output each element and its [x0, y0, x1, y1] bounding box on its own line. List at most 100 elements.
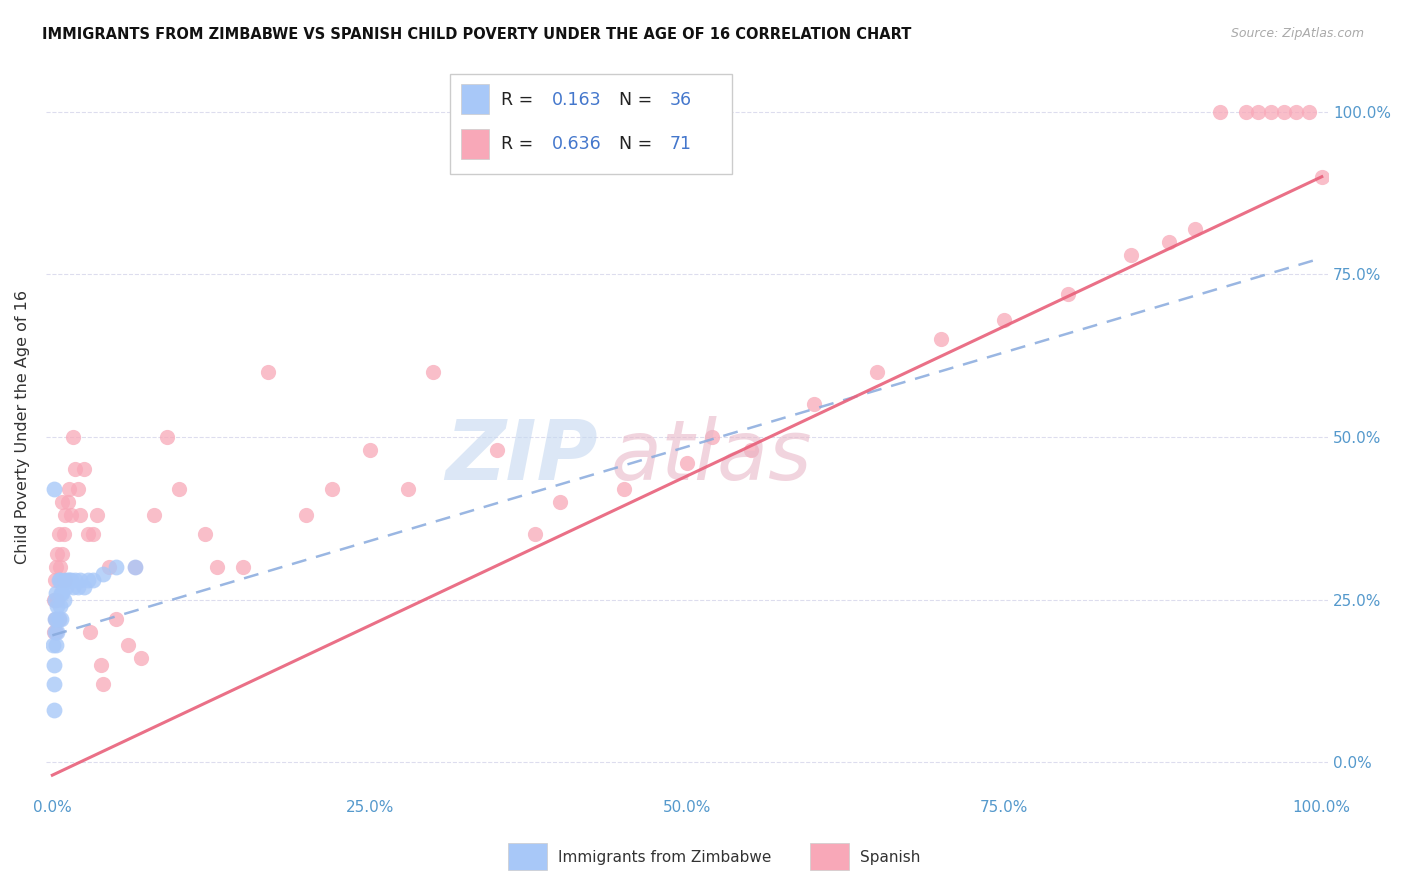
Text: Immigrants from Zimbabwe: Immigrants from Zimbabwe [558, 850, 772, 864]
Point [1298, 104, 1320, 119]
Point [45, 625, 67, 640]
Point [46, 547, 69, 561]
Point [257, 365, 280, 379]
Point [98, 560, 121, 574]
Point [46, 592, 69, 607]
Point [48, 527, 70, 541]
Text: ZIP: ZIP [444, 416, 598, 497]
Point [45, 560, 67, 574]
Point [359, 442, 381, 457]
Point [49, 560, 72, 574]
Point [42, 592, 65, 607]
Text: atlas: atlas [610, 416, 811, 497]
Point [49, 573, 72, 587]
Point [104, 560, 127, 574]
Point [48, 612, 70, 626]
Point [51, 586, 73, 600]
Point [46, 599, 69, 613]
Point [44, 657, 66, 672]
Point [321, 482, 343, 496]
Point [90, 657, 112, 672]
Point [866, 365, 889, 379]
Point [51, 495, 73, 509]
Point [91, 677, 114, 691]
Point [740, 442, 762, 457]
Point [51, 586, 73, 600]
Point [52, 592, 75, 607]
Point [422, 365, 444, 379]
Point [44, 625, 66, 640]
Point [86, 508, 108, 522]
Point [42, 638, 65, 652]
Point [45, 638, 67, 652]
Point [60, 573, 83, 587]
Point [53, 508, 76, 522]
Point [73, 462, 96, 476]
Point [1159, 235, 1181, 249]
Point [69, 508, 91, 522]
Point [48, 612, 70, 626]
Point [82, 573, 104, 587]
Point [63, 462, 86, 476]
Point [523, 527, 546, 541]
Point [45, 586, 67, 600]
Point [232, 560, 254, 574]
Point [485, 442, 508, 457]
Point [63, 573, 86, 587]
Point [104, 612, 127, 626]
Point [79, 625, 101, 640]
Point [42, 482, 65, 496]
Point [42, 625, 65, 640]
Point [53, 573, 76, 587]
Point [1234, 104, 1257, 119]
Point [51, 573, 73, 587]
Point [53, 573, 76, 587]
Point [1247, 104, 1270, 119]
Point [1272, 104, 1295, 119]
Point [1260, 104, 1282, 119]
Point [929, 332, 952, 346]
Point [613, 482, 636, 496]
Point [396, 482, 419, 496]
Point [124, 560, 146, 574]
Point [52, 527, 75, 541]
Point [76, 527, 98, 541]
Point [66, 482, 89, 496]
Text: Source: ZipAtlas.com: Source: ZipAtlas.com [1230, 27, 1364, 40]
Point [49, 599, 72, 613]
Point [803, 397, 825, 411]
Point [207, 560, 229, 574]
Point [60, 508, 83, 522]
Point [117, 638, 139, 652]
Y-axis label: Child Poverty Under the Age of 16: Child Poverty Under the Age of 16 [15, 290, 30, 564]
Point [56, 573, 79, 587]
Point [48, 573, 70, 587]
Point [1310, 169, 1333, 184]
Point [1121, 248, 1143, 262]
Point [69, 573, 91, 587]
Point [46, 625, 69, 640]
Point [676, 456, 699, 470]
Point [993, 313, 1015, 327]
Point [62, 580, 84, 594]
Point [51, 547, 73, 561]
Point [548, 495, 571, 509]
Point [1184, 221, 1206, 235]
Point [1285, 104, 1308, 119]
Point [44, 592, 66, 607]
Point [73, 580, 96, 594]
Point [155, 430, 177, 444]
Point [58, 573, 80, 587]
Point [62, 430, 84, 444]
Point [44, 612, 66, 626]
Text: Spanish: Spanish [860, 850, 921, 864]
Point [194, 527, 217, 541]
Point [1209, 104, 1232, 119]
Point [42, 703, 65, 717]
Point [129, 651, 152, 665]
Point [702, 430, 724, 444]
Point [42, 677, 65, 691]
Text: IMMIGRANTS FROM ZIMBABWE VS SPANISH CHILD POVERTY UNDER THE AGE OF 16 CORRELATIO: IMMIGRANTS FROM ZIMBABWE VS SPANISH CHIL… [42, 27, 911, 42]
Point [56, 495, 79, 509]
Point [142, 508, 165, 522]
